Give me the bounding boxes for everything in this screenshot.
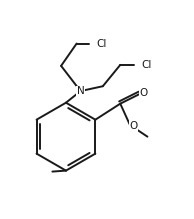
Text: Cl: Cl: [97, 39, 107, 49]
Text: N: N: [77, 86, 84, 96]
Text: Cl: Cl: [141, 60, 152, 70]
Text: O: O: [129, 121, 138, 131]
Text: O: O: [140, 88, 148, 98]
